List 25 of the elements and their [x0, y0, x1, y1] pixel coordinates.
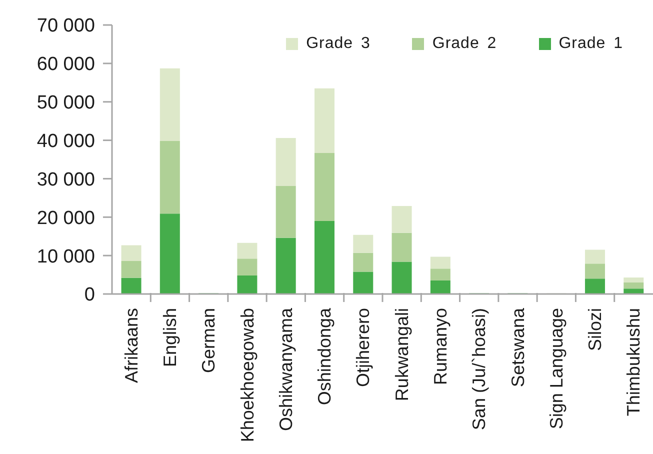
y-tick-label: 70 000 [36, 16, 95, 37]
y-tick-label: 0 [84, 284, 95, 306]
y-tick-label: 30 000 [36, 169, 95, 190]
x-tick-label: Otjiherero [353, 308, 374, 388]
x-tick-label: Thimbukushu [624, 308, 644, 416]
x-tick-label: Khoekhoegowab [237, 308, 258, 442]
y-tick-label: 50 000 [36, 92, 95, 114]
y-tick-label: 20 000 [36, 208, 95, 229]
x-tick-label: German [198, 308, 219, 374]
x-tick-label: Setswana [508, 307, 528, 388]
legend-label: Grade 3 [306, 35, 370, 53]
x-tick-label: Rukwangali [392, 308, 412, 402]
x-tick-label: Rumanyo [430, 308, 450, 386]
x-tick-label: Oshikwanyama [276, 307, 296, 432]
legend-label: Grade 1 [558, 35, 623, 53]
x-tick-label: Silozi [585, 308, 606, 352]
x-tick-label: Sign Language [546, 308, 566, 430]
x-tick-label: English [160, 308, 180, 368]
y-tick-label: 10 000 [36, 246, 95, 268]
legend-label: Grade 2 [432, 35, 497, 53]
y-tick-label: 60 000 [36, 54, 95, 76]
x-tick-label: Oshindonga [314, 307, 335, 406]
y-tick-label: 40 000 [36, 131, 95, 152]
x-tick-label: Afrikaans [121, 308, 142, 384]
x-tick-label: San (Ju/`hoasi) [469, 308, 490, 430]
